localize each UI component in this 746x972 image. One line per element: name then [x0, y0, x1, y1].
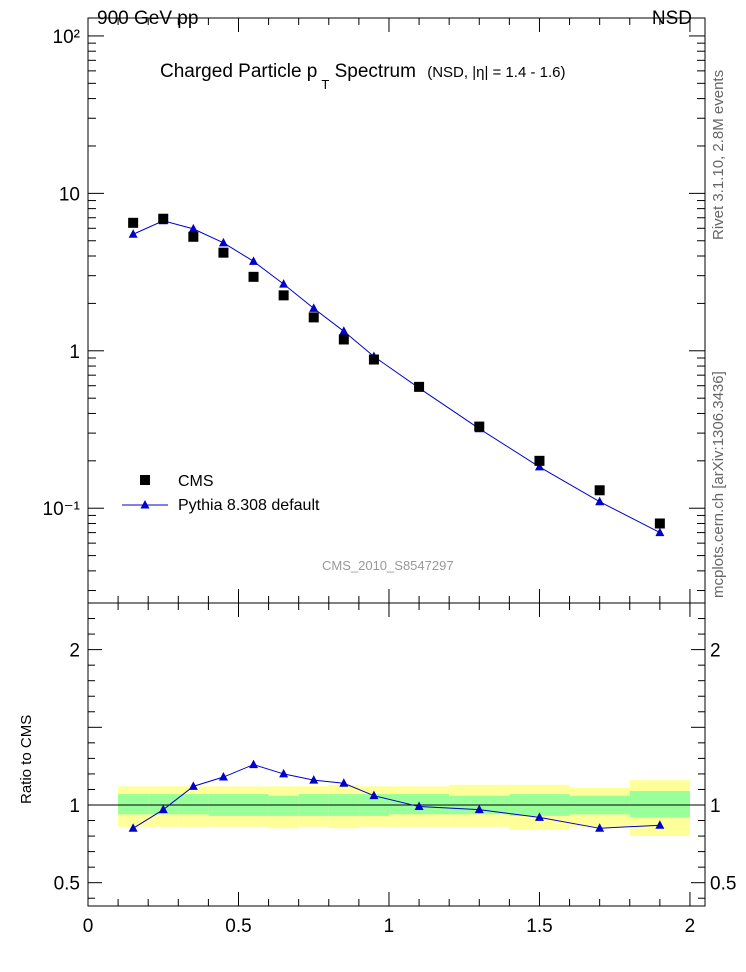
mc-point	[339, 326, 349, 335]
y-tick-label: 1	[69, 342, 80, 363]
data-point	[278, 290, 289, 301]
analysis-watermark: CMS_2010_S8547297	[322, 558, 454, 573]
ratio-point	[218, 772, 228, 781]
data-point	[128, 217, 139, 228]
ratio-band-inner	[118, 794, 149, 815]
ratio-y-tick-label-right: 2	[710, 641, 721, 662]
mc-point	[188, 223, 198, 233]
ratio-series-line	[132, 764, 660, 829]
mc-point	[218, 237, 228, 247]
ratio-point	[128, 823, 138, 832]
data-point	[414, 381, 425, 392]
ratio-band-inner	[629, 791, 690, 818]
ratio-y-tick-label-right: 0.5	[710, 874, 736, 895]
mc-point	[279, 279, 289, 288]
y-tick-label: 10²	[53, 27, 80, 48]
ratio-point	[158, 804, 168, 814]
legend-label-cms: CMS	[178, 473, 214, 490]
ratio-point	[474, 804, 484, 814]
legend-label-mc: Pythia 8.308 default	[178, 497, 320, 514]
chart-title-main: Charged Particle p	[160, 61, 318, 82]
mc-point	[249, 256, 259, 265]
y-tick-label: 10⁻¹	[43, 499, 81, 520]
data-point	[534, 455, 545, 466]
mc-point	[595, 496, 605, 506]
data-point	[188, 231, 199, 242]
ratio-point	[279, 768, 289, 778]
mc-point	[534, 461, 544, 471]
ratio-plot-frame	[87, 602, 706, 907]
x-tick-label: 2	[685, 916, 696, 937]
data-point	[308, 312, 319, 323]
ratio-band-inner	[148, 794, 179, 815]
x-tick-label: 1	[384, 916, 395, 937]
ratio-y-tick-label: 2	[69, 641, 80, 662]
data-point	[368, 354, 379, 365]
chart-title-note: (NSD, |η| = 1.4 - 1.6)	[427, 64, 566, 81]
ratio-point	[249, 759, 259, 769]
ratio-point	[188, 781, 198, 790]
data-point	[338, 334, 349, 345]
data-point	[248, 271, 259, 282]
data-point	[158, 213, 169, 224]
y-tick-label: 10	[59, 184, 80, 205]
main-plot-frame	[87, 17, 706, 604]
chart-title-tail: Spectrum	[334, 61, 416, 82]
chart-title-subscript: T	[321, 77, 330, 92]
ratio-point	[309, 775, 319, 784]
data-point	[654, 518, 665, 529]
ratio-point	[655, 820, 665, 829]
legend-marker-mc	[140, 500, 150, 509]
ratio-point	[534, 812, 544, 821]
ratio-y-tick-label-right: 1	[710, 796, 721, 817]
mc-point	[655, 527, 665, 537]
mc-series-line	[132, 220, 661, 534]
data-point	[218, 247, 229, 258]
x-tick-label: 0.5	[225, 916, 251, 937]
ratio-y-tick-label: 0.5	[54, 874, 80, 895]
ratio-point	[339, 778, 349, 787]
x-tick-label: 0	[83, 916, 94, 937]
ratio-band-inner	[268, 795, 299, 816]
ratio-y-tick-label: 1	[69, 796, 80, 817]
ratio-band-inner	[178, 794, 209, 815]
ratio-point	[595, 823, 605, 832]
x-tick-label: 1.5	[526, 916, 552, 937]
ratio-point	[414, 801, 424, 811]
legend-marker-cms	[140, 475, 150, 485]
data-point	[594, 485, 605, 496]
ratio-point	[369, 790, 379, 800]
data-point	[474, 421, 485, 432]
mc-point	[309, 303, 319, 312]
mc-point	[128, 229, 138, 238]
chart-title: Charged Particle pT Spectrum (NSD, |η| =…	[160, 61, 566, 92]
